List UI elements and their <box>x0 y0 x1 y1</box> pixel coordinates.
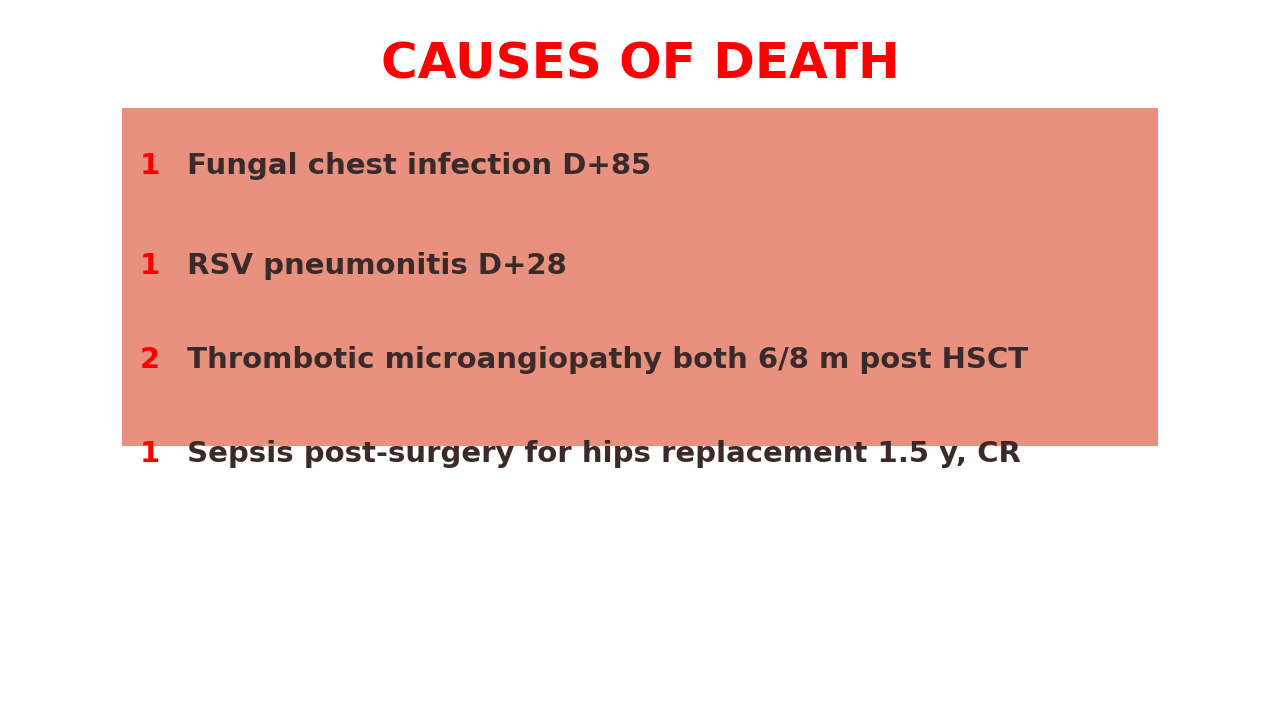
Text: CAUSES OF DEATH: CAUSES OF DEATH <box>380 41 900 89</box>
Text: RSV pneumonitis D+28: RSV pneumonitis D+28 <box>177 253 566 280</box>
Text: 1: 1 <box>140 440 160 467</box>
Text: Sepsis post-surgery for hips replacement 1.5 y, CR: Sepsis post-surgery for hips replacement… <box>177 440 1020 467</box>
Text: Fungal chest infection D+85: Fungal chest infection D+85 <box>177 152 650 179</box>
Text: Thrombotic microangiopathy both 6/8 m post HSCT: Thrombotic microangiopathy both 6/8 m po… <box>177 346 1028 374</box>
Text: 2: 2 <box>140 346 160 374</box>
Text: 1: 1 <box>140 152 160 179</box>
FancyBboxPatch shape <box>122 108 1158 446</box>
Text: 1: 1 <box>140 253 160 280</box>
